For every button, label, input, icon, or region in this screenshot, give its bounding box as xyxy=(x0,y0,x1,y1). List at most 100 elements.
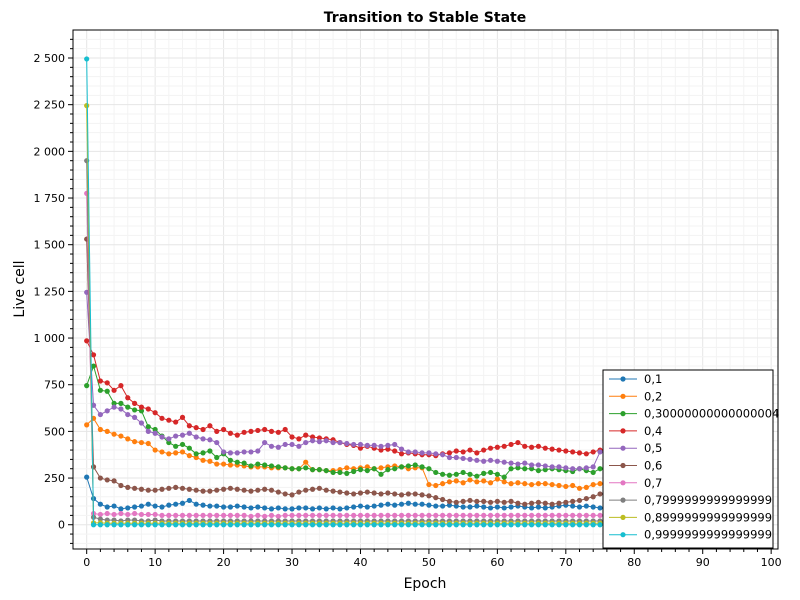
data-point xyxy=(549,481,555,488)
data-point xyxy=(132,504,138,510)
data-point xyxy=(535,481,542,487)
data-point xyxy=(440,503,446,509)
data-point xyxy=(440,481,446,487)
data-point xyxy=(535,522,542,528)
data-point xyxy=(289,492,295,498)
data-point xyxy=(90,464,97,470)
data-point xyxy=(378,443,384,449)
data-point xyxy=(487,512,494,518)
data-point xyxy=(275,444,281,450)
data-point xyxy=(138,522,145,528)
data-point xyxy=(303,459,309,465)
data-point xyxy=(125,411,131,418)
data-point xyxy=(173,450,179,456)
data-point xyxy=(200,457,206,463)
data-point xyxy=(528,512,535,518)
data-point xyxy=(220,522,227,528)
data-point xyxy=(316,439,323,445)
data-point xyxy=(570,449,576,455)
legend-label: 0,4 xyxy=(644,424,662,438)
data-point xyxy=(132,407,138,413)
data-point xyxy=(453,512,459,518)
data-point xyxy=(104,408,110,414)
data-point xyxy=(262,505,268,511)
chart-title: Transition to Stable State xyxy=(324,10,526,26)
data-point xyxy=(303,505,309,511)
data-point xyxy=(481,478,487,484)
data-point xyxy=(364,442,370,448)
data-point xyxy=(97,501,103,507)
data-point xyxy=(364,464,370,470)
data-point xyxy=(145,406,151,412)
data-point xyxy=(255,487,261,493)
data-point xyxy=(111,522,117,528)
x-tick-label: 60 xyxy=(490,556,504,569)
data-point xyxy=(405,491,411,497)
data-point xyxy=(173,512,179,518)
data-point xyxy=(248,488,254,494)
data-point xyxy=(173,419,179,425)
data-point xyxy=(296,512,302,518)
series-0 xyxy=(84,474,603,512)
data-point xyxy=(535,512,542,518)
data-point xyxy=(590,464,596,470)
data-point xyxy=(234,486,240,492)
data-point xyxy=(364,504,370,510)
data-point xyxy=(309,506,316,512)
data-point xyxy=(357,522,364,528)
data-point xyxy=(289,441,295,448)
data-point xyxy=(522,522,528,528)
data-point xyxy=(576,497,583,504)
data-point xyxy=(255,512,261,518)
data-point xyxy=(268,522,275,528)
data-point xyxy=(433,512,439,518)
data-point xyxy=(487,469,494,476)
data-point xyxy=(152,426,158,433)
data-point xyxy=(118,510,124,517)
data-point xyxy=(207,488,213,494)
data-point xyxy=(268,512,275,518)
data-point xyxy=(351,468,357,475)
data-point xyxy=(186,430,192,436)
x-tick-label: 70 xyxy=(559,556,573,569)
data-point xyxy=(549,464,555,470)
data-point xyxy=(193,512,199,518)
data-point xyxy=(309,486,316,492)
data-point xyxy=(262,513,268,519)
data-point xyxy=(371,490,377,496)
data-point xyxy=(583,512,589,518)
data-point xyxy=(145,511,151,518)
data-point xyxy=(296,466,302,472)
data-point xyxy=(385,446,391,452)
data-point xyxy=(200,488,206,494)
data-point xyxy=(487,499,494,505)
legend-label: 0,7999999999999999 xyxy=(644,493,772,507)
x-tick-label: 80 xyxy=(627,556,641,569)
data-point xyxy=(166,436,172,442)
data-point xyxy=(528,500,535,506)
data-point xyxy=(570,512,576,518)
data-point xyxy=(583,451,589,457)
data-point xyxy=(563,465,569,471)
data-point xyxy=(501,459,507,465)
data-point xyxy=(515,465,521,471)
data-point xyxy=(330,505,336,511)
data-point xyxy=(501,479,507,485)
data-point xyxy=(111,404,117,410)
data-point xyxy=(570,498,576,504)
data-point xyxy=(419,501,425,507)
data-point xyxy=(426,450,432,456)
data-point xyxy=(207,437,213,443)
series-line xyxy=(86,105,601,524)
data-point xyxy=(255,504,261,510)
legend: 0,1 0,2 0,30000000000000004 0,4 0,5 0,6 0,7 0,7… xyxy=(602,369,779,549)
data-point xyxy=(138,439,145,446)
data-point xyxy=(597,522,603,528)
data-point xyxy=(357,490,364,496)
data-point xyxy=(515,512,521,518)
data-point xyxy=(542,512,548,518)
series-line xyxy=(86,292,601,470)
data-point xyxy=(159,522,165,528)
data-point xyxy=(392,491,398,497)
data-point xyxy=(583,465,589,471)
